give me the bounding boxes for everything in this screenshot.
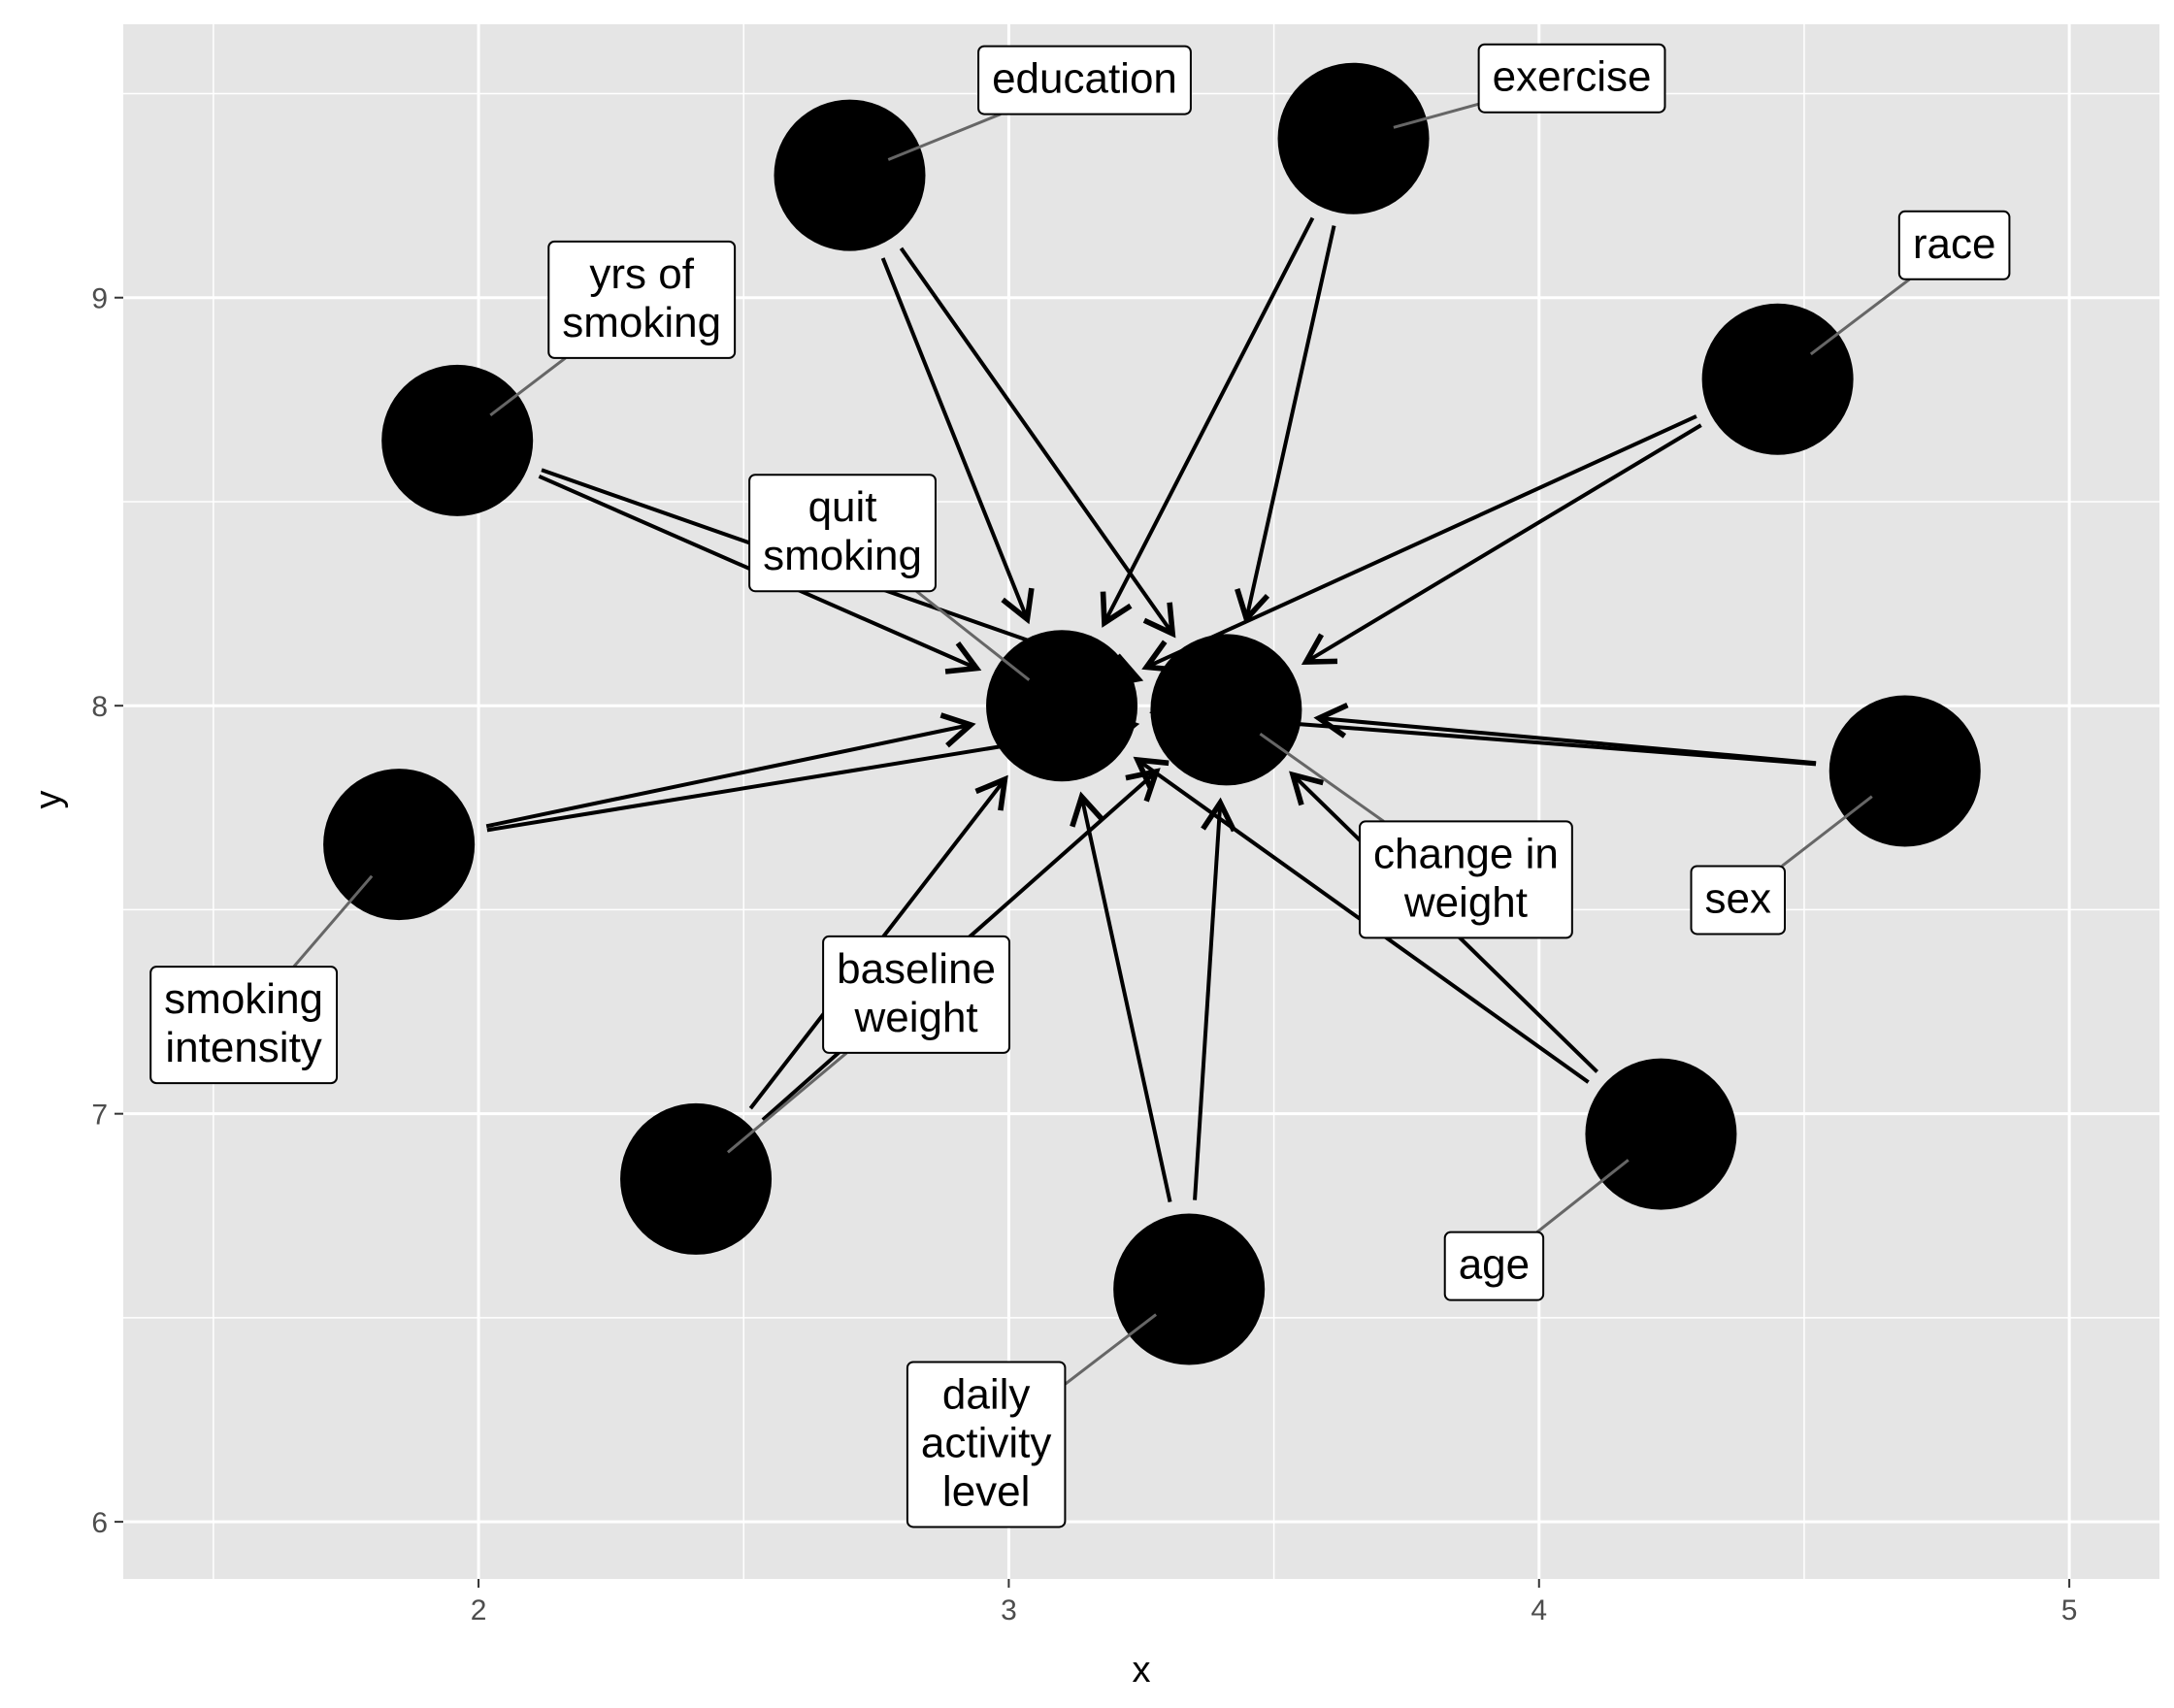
node-baseline_weight [620,1102,773,1255]
edge-education-to-change_weight [899,246,1176,639]
node-change_weight [1150,634,1302,786]
y-tick-label: 7 [91,1100,108,1132]
label-box [906,1361,1067,1528]
edge-sex-to-change_weight [1313,703,1817,766]
label-box [1359,820,1573,939]
edge-smoking_intensity-to-quit_smoking [485,712,976,829]
major-gridlines [123,24,2159,1579]
y-tick-label: 9 [91,283,108,315]
minor-gridlines [123,24,2159,1579]
label-education: education [887,45,1192,161]
label-box [1897,210,2011,280]
label-text: age [1459,1241,1530,1289]
label-exercise: exercise [1393,43,1666,129]
label-leader-line [1259,732,1385,823]
node-yrs_smoking [381,364,534,516]
edge-daily_activity-to-quit_smoking [1070,791,1172,1203]
label-leader-line [1064,1313,1158,1386]
label-text: race [1913,220,1996,268]
label-leader-line [1781,795,1873,868]
label-box [1477,43,1666,114]
label-leader-line [915,590,1031,681]
node-quit_smoking [986,630,1138,782]
label-text: intensity [165,1024,321,1071]
edge-exercise-to-quit_smoking [1100,216,1315,628]
edge-daily_activity-to-change_weight [1193,797,1236,1200]
label-age: age [1443,1159,1630,1301]
label-text: daily [942,1370,1031,1418]
label-leader-line [292,874,374,969]
x-tick-label: 4 [1531,1594,1547,1626]
edge-education-to-quit_smoking [880,257,1035,625]
x-tick-label: 3 [1001,1594,1017,1626]
label-box [149,966,339,1085]
label-leader-line [1535,1159,1630,1233]
edge-exercise-to-change_weight [1235,225,1336,625]
node-education [774,99,926,251]
label-text: yrs of [589,250,694,298]
edge-race-to-change_weight [1301,423,1702,665]
label-leader-line [489,356,567,417]
label-box [748,474,937,593]
label-box [822,935,1011,1054]
node-smoking_intensity [323,769,476,921]
label-sex: sex [1690,795,1873,936]
x-tick-label: 2 [471,1594,487,1626]
node-age [1585,1058,1737,1210]
label-text: change in [1373,830,1559,877]
label-box [547,240,737,359]
nodes [323,62,1981,1365]
label-text: exercise [1493,53,1652,101]
y-tick-label: 8 [91,691,108,723]
label-text: smoking [763,532,922,579]
y-axis: 6 7 8 9 [91,283,123,1539]
label-text: education [992,55,1177,103]
edge-race-to-quit_smoking [1141,414,1697,673]
label-text: activity [921,1419,1051,1466]
node-race [1701,303,1854,455]
label-text: baseline [837,945,996,993]
x-axis-title: x [1133,1650,1151,1691]
y-tick-label: 6 [91,1507,108,1539]
label-text: weight [853,994,977,1041]
x-tick-label: 5 [2061,1594,2078,1626]
label-text: level [942,1467,1031,1515]
label-text: quit [808,483,877,531]
label-leader-line [726,1051,848,1154]
node-sex [1828,695,1981,847]
node-exercise [1277,62,1430,214]
label-leader-line [887,113,1002,161]
label-box [1443,1231,1545,1301]
label-race: race [1809,210,2011,356]
node-daily_activity [1113,1213,1266,1365]
label-text: smoking [562,299,721,346]
label-leader-line [1393,102,1480,129]
label-leader-line [1809,278,1911,356]
label-box [977,45,1192,115]
label-text: sex [1705,874,1771,922]
label-text: smoking [164,975,323,1023]
x-axis: 2 3 4 5 [471,1579,2078,1626]
label-text: weight [1403,878,1528,926]
y-axis-title: y [28,791,69,809]
label-box [1690,865,1786,936]
